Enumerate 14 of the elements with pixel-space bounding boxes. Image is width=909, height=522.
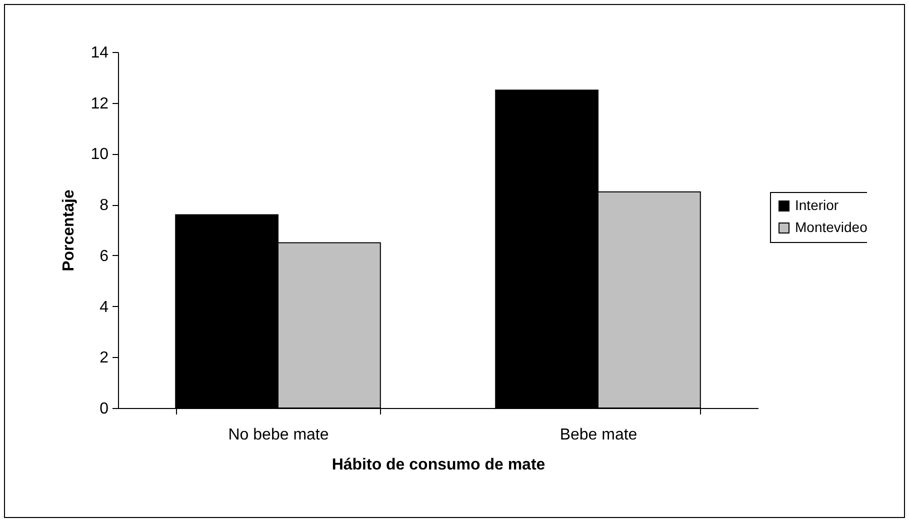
x-tick-label: No bebe mate [228, 426, 329, 444]
y-tick-label: 8 [100, 197, 109, 214]
y-axis-title: Porcentaje [60, 189, 78, 272]
y-tick-label: 6 [100, 248, 109, 265]
y-tick-label: 2 [100, 350, 109, 367]
x-axis-title: Hábito de consumo de mate [332, 456, 546, 474]
y-tick-label: 0 [100, 400, 109, 418]
x-tick-label: Bebe mate [560, 426, 638, 444]
y-tick-label: 10 [90, 146, 109, 164]
legend-label: Interior [795, 197, 839, 213]
y-tick-label: 14 [90, 44, 109, 62]
y-tick-label: 4 [100, 298, 109, 316]
legend-label: Montevideo [795, 219, 868, 235]
y-tick-label: 12 [90, 95, 109, 112]
